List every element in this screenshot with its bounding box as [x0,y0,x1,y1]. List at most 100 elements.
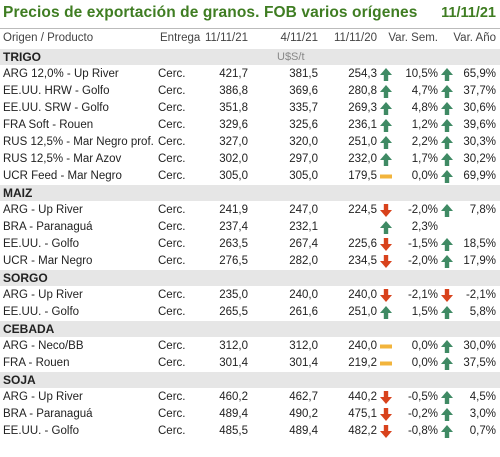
delivery: Cerc. [158,170,186,182]
delivery: Cerc. [158,289,186,301]
price-year-ago: 251,0 [348,136,377,148]
weekly-change: -2,0% [407,255,438,267]
delivery: Cerc. [158,238,186,250]
delivery: Cerc. [158,391,186,403]
price-year-ago: 219,2 [348,357,377,369]
price-current: 489,4 [219,408,248,420]
price-week-ago: 335,7 [289,102,318,114]
weekly-change: 0,0% [411,357,438,369]
price-week-ago: 297,0 [289,153,318,165]
section-name: SORGO [3,271,48,285]
table-row: FRA Soft - Rouen Cerc. 329,6 325,6 236,1 1,2%… [0,117,500,134]
origin-product: FRA - Rouen [3,357,70,369]
down-arrow-icon [380,238,392,251]
col-header-var-sem: Var. Sem. [388,32,438,44]
flat-dash-icon [380,357,392,370]
col-header-date-1: 11/11/21 [204,32,248,44]
up-arrow-icon [380,221,392,234]
up-arrow-icon [441,425,453,438]
up-arrow-icon [441,408,453,421]
origin-product: UCR Feed - Mar Negro [3,170,122,182]
down-arrow-icon [380,408,392,421]
origin-product: EE.UU. HRW - Golfo [3,85,110,97]
price-year-ago: 269,3 [348,102,377,114]
up-arrow-icon [441,238,453,251]
col-header-var-ano: Var. Año [453,32,496,44]
price-week-ago: 261,6 [289,306,318,318]
delivery: Cerc. [158,85,186,97]
col-header-date-3: 11/11/20 [333,32,377,44]
price-current: 351,8 [219,102,248,114]
weekly-change: -0,2% [407,408,438,420]
unit-label: U$S/t [277,51,305,63]
up-arrow-icon [380,136,392,149]
yearly-change: 5,8% [469,306,496,318]
price-year-ago: 240,0 [348,340,377,352]
weekly-change: -0,5% [407,391,438,403]
yearly-change: 0,7% [469,425,496,437]
price-year-ago: 236,1 [348,119,377,131]
price-year-ago: 232,0 [348,153,377,165]
up-arrow-icon [380,68,392,81]
flat-dash-icon [380,340,392,353]
weekly-change: -2,0% [407,204,438,216]
price-week-ago: 312,0 [289,340,318,352]
price-week-ago: 381,5 [289,68,318,80]
up-arrow-icon [441,68,453,81]
up-arrow-icon [441,119,453,132]
up-arrow-icon [380,85,392,98]
price-current: 312,0 [219,340,248,352]
yearly-change: 3,0% [469,408,496,420]
weekly-change: 1,7% [411,153,438,165]
price-year-ago: 251,0 [348,306,377,318]
col-header-origin: Origen / Producto [3,32,94,44]
section-header-sorgo: SORGO [0,270,500,286]
weekly-change: 10,5% [405,68,438,80]
origin-product: FRA Soft - Rouen [3,119,94,131]
price-year-ago: 440,2 [348,391,377,403]
origin-product: RUS 12,5% - Mar Azov [3,153,122,165]
yearly-change: 30,0% [463,340,496,352]
weekly-change: 0,0% [411,340,438,352]
price-year-ago: 280,8 [348,85,377,97]
price-current: 329,6 [219,119,248,131]
price-week-ago: 301,4 [289,357,318,369]
price-current: 263,5 [219,238,248,250]
title-bar: Precios de exportación de granos. FOB va… [0,0,500,26]
delivery: Cerc. [158,340,186,352]
up-arrow-icon [441,85,453,98]
up-arrow-icon [441,170,453,183]
up-arrow-icon [441,391,453,404]
down-arrow-icon [380,289,392,302]
table-row: RUS 12,5% - Mar Negro prof. Cerc. 327,0 320… [0,134,500,151]
delivery: Cerc. [158,204,186,216]
up-arrow-icon [441,102,453,115]
yearly-change: 30,6% [463,102,496,114]
weekly-change: 2,3% [411,221,438,233]
weekly-change: 1,5% [411,306,438,318]
table-row: UCR - Mar Negro Cerc. 276,5 282,0 234,5 -2,0%… [0,253,500,270]
yearly-change: 4,5% [469,391,496,403]
price-week-ago: 489,4 [289,425,318,437]
table-row: BRA - Paranaguá Cerc. 489,4 490,2 475,1 -0,2%… [0,406,500,423]
price-current: 386,8 [219,85,248,97]
price-week-ago: 369,6 [289,85,318,97]
table-row: RUS 12,5% - Mar Azov Cerc. 302,0 297,0 232,0… [0,151,500,168]
up-arrow-icon [380,119,392,132]
origin-product: ARG - Up River [3,289,83,301]
up-arrow-icon [441,306,453,319]
origin-product: BRA - Paranaguá [3,221,93,233]
delivery: Cerc. [158,153,186,165]
yearly-change: 65,9% [463,68,496,80]
price-current: 276,5 [219,255,248,267]
weekly-change: 1,2% [411,119,438,131]
price-current: 265,5 [219,306,248,318]
yearly-change: 30,2% [463,153,496,165]
page-title: Precios de exportación de granos. FOB va… [3,4,418,21]
price-year-ago: 225,6 [348,238,377,250]
price-current: 302,0 [219,153,248,165]
section-name: TRIGO [3,50,41,64]
delivery: Cerc. [158,119,186,131]
price-year-ago: 234,5 [348,255,377,267]
